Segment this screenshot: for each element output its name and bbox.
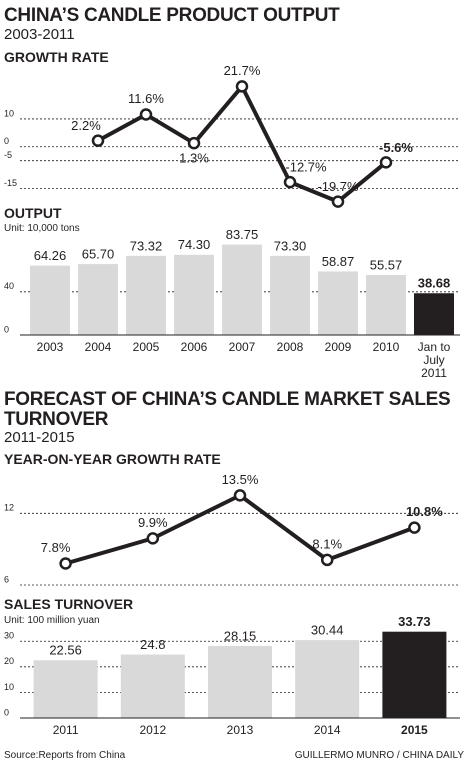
value-label: 58.87: [322, 254, 355, 269]
bar: [270, 255, 310, 335]
bar: [120, 654, 185, 718]
value-label: -12.7%: [285, 160, 327, 175]
value-label: 28.15: [224, 628, 257, 643]
value-label: 73.30: [274, 238, 307, 253]
unit: Unit: 10,000 tons: [4, 223, 80, 234]
x-tick-label: 2004: [84, 340, 112, 354]
y-tick-label: 30: [4, 631, 14, 641]
x-tick-label: 2009: [324, 340, 352, 354]
point: [59, 557, 72, 570]
x-tick-label: 2007: [228, 340, 256, 354]
value-label: 55.57: [370, 257, 403, 272]
point: [139, 108, 153, 121]
value-label: 10.8%: [406, 504, 443, 519]
value-label: 8.1%: [312, 536, 342, 551]
unit: Unit: 100 million yuan: [4, 615, 100, 626]
value-label: 64.26: [34, 248, 67, 263]
point: [379, 156, 393, 169]
value-label: 38.68: [418, 276, 451, 291]
title: FORECAST OF CHINA’S CANDLE MARKET SALES …: [4, 389, 451, 430]
x-tick-label: 2008: [276, 340, 304, 354]
x-tick-label: 2003: [36, 340, 64, 354]
x-tick-label: Jan to July 2011: [417, 340, 451, 380]
bar: [33, 660, 98, 718]
chart-title: YEAR-ON-YEAR GROWTH RATE: [4, 451, 221, 467]
value-label: -19.7%: [317, 179, 359, 194]
subtitle: 2011-2015: [4, 429, 75, 446]
bar: [174, 254, 214, 335]
bar: [414, 293, 454, 335]
value-label: 74.30: [178, 237, 211, 252]
credit: GUILLERMO MUNRO / CHINA DAILY: [294, 750, 464, 761]
point: [320, 553, 334, 567]
bar: [295, 640, 360, 718]
subtitle: 2003-2011: [4, 26, 75, 43]
y-tick-label: 10: [4, 682, 14, 692]
y-tick-label: -5: [4, 150, 12, 160]
bar: [126, 255, 166, 335]
y-tick-label: 0: [4, 324, 9, 334]
y-tick-label: 0: [4, 136, 9, 146]
value-label: 11.6%: [128, 91, 164, 106]
y-tick-label: 12: [4, 503, 14, 513]
value-label: 2.2%: [71, 118, 101, 133]
chart-title: SALES TURNOVER: [4, 596, 134, 612]
value-label: 22.56: [49, 643, 82, 658]
chart-title: GROWTH RATE: [4, 49, 109, 65]
value-label: 24.8: [140, 637, 165, 652]
value-label: 33.73: [398, 614, 431, 629]
x-tick-label: 2013: [226, 723, 254, 737]
point: [235, 80, 249, 93]
point: [146, 532, 160, 545]
bar: [366, 275, 406, 335]
value-label: 13.5%: [222, 472, 259, 487]
value-label: 9.9%: [138, 515, 168, 530]
line: [65, 493, 416, 566]
bar: [208, 645, 272, 718]
value-label: 1.3%: [179, 151, 209, 166]
point: [283, 175, 297, 189]
value-label: 7.8%: [41, 540, 71, 555]
x-tick-label: 2005: [132, 340, 160, 354]
chart-title: OUTPUT: [4, 205, 62, 221]
point: [233, 489, 247, 502]
point: [331, 195, 345, 208]
bar: [78, 264, 118, 335]
y-tick-label: 10: [4, 108, 14, 118]
point: [91, 134, 105, 147]
y-tick-label: 0: [4, 707, 9, 717]
y-tick-label: 40: [4, 281, 14, 291]
value-label: -5.6%: [379, 140, 413, 155]
value-label: 30.44: [311, 623, 344, 638]
value-label: 83.75: [226, 227, 259, 242]
title: CHINA’S CANDLE PRODUCT OUTPUT: [4, 5, 340, 26]
x-tick-label: 2012: [139, 723, 167, 737]
bar: [30, 265, 70, 335]
point: [187, 136, 201, 150]
x-tick-label: 2015: [401, 723, 428, 737]
y-tick-label: -15: [4, 178, 17, 188]
x-tick-label: 2006: [180, 340, 208, 354]
value-label: 21.7%: [224, 63, 261, 78]
x-tick-label: 2010: [372, 340, 400, 354]
point: [408, 521, 421, 534]
x-tick-label: 2011: [52, 723, 79, 737]
bar: [382, 631, 447, 718]
bar: [222, 244, 262, 335]
y-tick-label: 20: [4, 656, 14, 666]
y-tick-label: 6: [4, 574, 9, 584]
x-tick-label: 2014: [313, 723, 341, 737]
value-label: 73.32: [130, 238, 163, 253]
value-label: 65.70: [82, 247, 115, 262]
source: Source:Reports from China: [4, 750, 126, 761]
bar: [318, 271, 358, 335]
